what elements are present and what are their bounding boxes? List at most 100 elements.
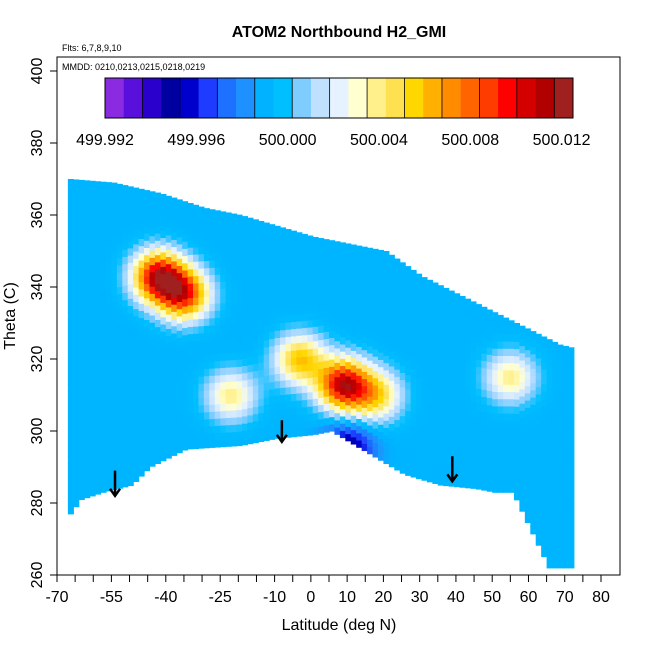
heatmap-cell	[231, 402, 238, 411]
heatmap-cell	[122, 285, 129, 293]
heatmap-cell	[361, 263, 368, 272]
heatmap-cell	[73, 470, 80, 479]
heatmap-cell	[486, 440, 493, 449]
heatmap-cell	[470, 351, 477, 360]
heatmap-cell	[383, 420, 390, 428]
heatmap-cell	[95, 292, 102, 301]
heatmap-cell	[263, 317, 270, 326]
heatmap-cell	[138, 468, 145, 477]
heatmap-cell	[372, 312, 379, 321]
heatmap-cell	[454, 335, 461, 344]
heatmap-cell	[269, 367, 276, 376]
heatmap-cell	[329, 258, 336, 266]
heatmap-cell	[127, 269, 134, 278]
heatmap-cell	[465, 444, 472, 453]
heatmap-cell	[443, 305, 450, 314]
heatmap-cell	[443, 312, 450, 321]
heatmap-cell	[486, 383, 493, 391]
heatmap-cell	[405, 316, 412, 325]
heatmap-cell	[111, 374, 118, 383]
heatmap-cell	[377, 323, 384, 332]
heatmap-cell	[231, 373, 238, 382]
heatmap-cell	[519, 410, 526, 419]
heatmap-cell	[421, 278, 428, 287]
heatmap-cell	[329, 416, 336, 425]
heatmap-cell	[105, 325, 112, 334]
heatmap-cell	[149, 444, 156, 453]
heatmap-cell	[193, 275, 200, 284]
heatmap-cell	[263, 361, 270, 369]
heatmap-cell	[95, 227, 102, 236]
heatmap-cell	[421, 400, 428, 409]
heatmap-cell	[448, 478, 455, 487]
heatmap-cell	[448, 385, 455, 394]
heatmap-cell	[339, 300, 346, 309]
heatmap-cell	[209, 353, 216, 362]
heatmap-cell	[508, 398, 515, 407]
heatmap-cell	[73, 240, 80, 248]
heatmap-cell	[410, 269, 417, 276]
heatmap-cell	[274, 344, 281, 353]
heatmap-cell	[562, 560, 569, 569]
heatmap-cell	[236, 337, 243, 346]
heatmap-cell	[475, 424, 482, 432]
heatmap-cell	[285, 329, 292, 337]
heatmap-cell	[252, 305, 259, 314]
heatmap-cell	[530, 504, 537, 513]
heatmap-cell	[171, 340, 178, 348]
heatmap-cell	[388, 416, 395, 425]
heatmap-cell	[100, 225, 107, 234]
heatmap-cell	[214, 238, 221, 246]
x-tick-label: 50	[483, 589, 501, 606]
heatmap-cell	[149, 242, 156, 251]
heatmap-cell	[345, 318, 352, 327]
heatmap-cell	[144, 305, 151, 313]
heatmap-cell	[541, 542, 548, 550]
heatmap-cell	[465, 372, 472, 381]
heatmap-cell	[138, 274, 145, 283]
dates-label: MMDD: 0210,0213,0215,0218,0219	[62, 62, 205, 72]
heatmap-cell	[508, 470, 515, 479]
heatmap-cell	[247, 227, 254, 236]
heatmap-cell	[100, 233, 107, 241]
x-tick-label: 10	[338, 589, 356, 606]
heatmap-cell	[263, 267, 270, 276]
heatmap-cell	[203, 354, 210, 362]
heatmap-cell	[541, 549, 548, 558]
heatmap-cell	[241, 379, 248, 388]
heatmap-cell	[138, 216, 145, 225]
heatmap-cell	[171, 390, 178, 399]
heatmap-cell	[405, 273, 412, 282]
heatmap-cell	[214, 230, 221, 239]
heatmap-cell	[105, 332, 112, 341]
heatmap-cell	[339, 293, 346, 302]
heatmap-cell	[95, 450, 102, 459]
heatmap-cell	[198, 304, 205, 312]
heatmap-cell	[198, 354, 205, 363]
heatmap-cell	[231, 244, 238, 253]
heatmap-cell	[367, 259, 374, 268]
heatmap-cell	[552, 553, 559, 562]
heatmap-cell	[546, 539, 553, 547]
heatmap-cell	[105, 303, 112, 312]
heatmap-cell	[285, 372, 292, 381]
heatmap-cell	[383, 290, 390, 299]
heatmap-cell	[89, 373, 96, 382]
heatmap-cell	[225, 295, 232, 303]
heatmap-cell	[562, 531, 569, 540]
heatmap-cell	[274, 229, 281, 238]
heatmap-cell	[133, 207, 140, 216]
heatmap-cell	[465, 401, 472, 410]
heatmap-cell	[481, 396, 488, 405]
heatmap-cell	[84, 317, 91, 326]
heatmap-cell	[334, 297, 341, 306]
heatmap-cell	[557, 423, 564, 432]
heatmap-cell	[187, 340, 194, 349]
heatmap-cell	[274, 373, 281, 382]
heatmap-cell	[535, 494, 542, 503]
heatmap-cell	[459, 393, 466, 402]
heatmap-cell	[497, 341, 504, 349]
heatmap-cell	[252, 334, 259, 343]
heatmap-cell	[225, 302, 232, 311]
heatmap-cell	[497, 314, 504, 320]
